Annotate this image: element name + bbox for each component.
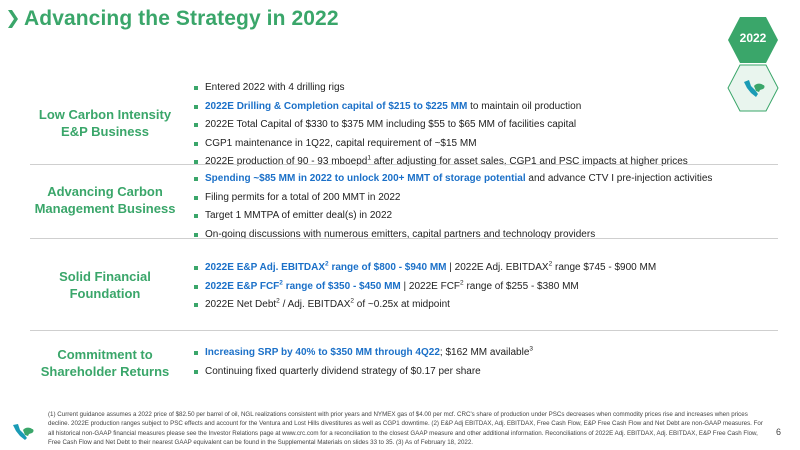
title-bar: Advancing the Strategy in 2022 — [8, 7, 339, 31]
list-item: Spending ~$85 MM in 2022 to unlock 200+ … — [194, 170, 774, 189]
list-item: 2022E production of 90 - 93 mboepd1 afte… — [194, 153, 774, 172]
list-item: CGP1 maintenance in 1Q22, capital requir… — [194, 135, 774, 154]
list-item: 2022E E&P FCF2 range of $350 - $450 MM |… — [194, 278, 774, 297]
list-item: 2022E E&P Adj. EBITDAX2 range of $800 - … — [194, 259, 774, 278]
section-divider — [30, 330, 778, 331]
list-item: Target 1 MMTPA of emitter deal(s) in 202… — [194, 207, 774, 226]
page-title: Advancing the Strategy in 2022 — [24, 7, 339, 30]
company-logo-badge — [727, 64, 779, 112]
section-label: Advancing Carbon Management Business — [34, 184, 176, 216]
chevron-right-icon — [8, 10, 18, 28]
bullet-list: Entered 2022 with 4 drilling rigs 2022E … — [194, 79, 774, 172]
list-item: On-going discussions with numerous emitt… — [194, 226, 774, 245]
list-item: Increasing SRP by 40% to $350 MM through… — [194, 344, 774, 363]
bullet-list: Increasing SRP by 40% to $350 MM through… — [194, 344, 774, 381]
footer-logo-icon — [13, 424, 34, 440]
page-number: 6 — [776, 427, 782, 437]
footnote-text: (1) Current guidance assumes a 2022 pric… — [48, 411, 763, 446]
section-divider — [30, 164, 778, 165]
section-label: Low Carbon Intensity E&P Business — [38, 107, 172, 139]
list-item: 2022E Total Capital of $330 to $375 MM i… — [194, 116, 774, 135]
list-item: 2022E Net Debt2 / Adj. EBITDAX2 of ~0.25… — [194, 296, 774, 315]
section-label: Commitment to Shareholder Returns — [40, 347, 170, 379]
year-badge: 2022 — [727, 16, 779, 64]
list-item: Entered 2022 with 4 drilling rigs — [194, 79, 774, 98]
hexagon-icon — [728, 17, 778, 63]
year-badge-label: 2022 — [739, 31, 767, 45]
bullet-list: Spending ~$85 MM in 2022 to unlock 200+ … — [194, 170, 774, 244]
bullet-list: 2022E E&P Adj. EBITDAX2 range of $800 - … — [194, 259, 774, 315]
list-item: Continuing fixed quarterly dividend stra… — [194, 363, 774, 382]
list-item: 2022E Drilling & Completion capital of $… — [194, 98, 774, 117]
california-bear-logo-icon — [727, 64, 779, 112]
section-divider — [30, 238, 778, 239]
list-item: Filing permits for a total of 200 MMT in… — [194, 189, 774, 208]
section-label: Solid Financial Foundation — [59, 269, 151, 301]
